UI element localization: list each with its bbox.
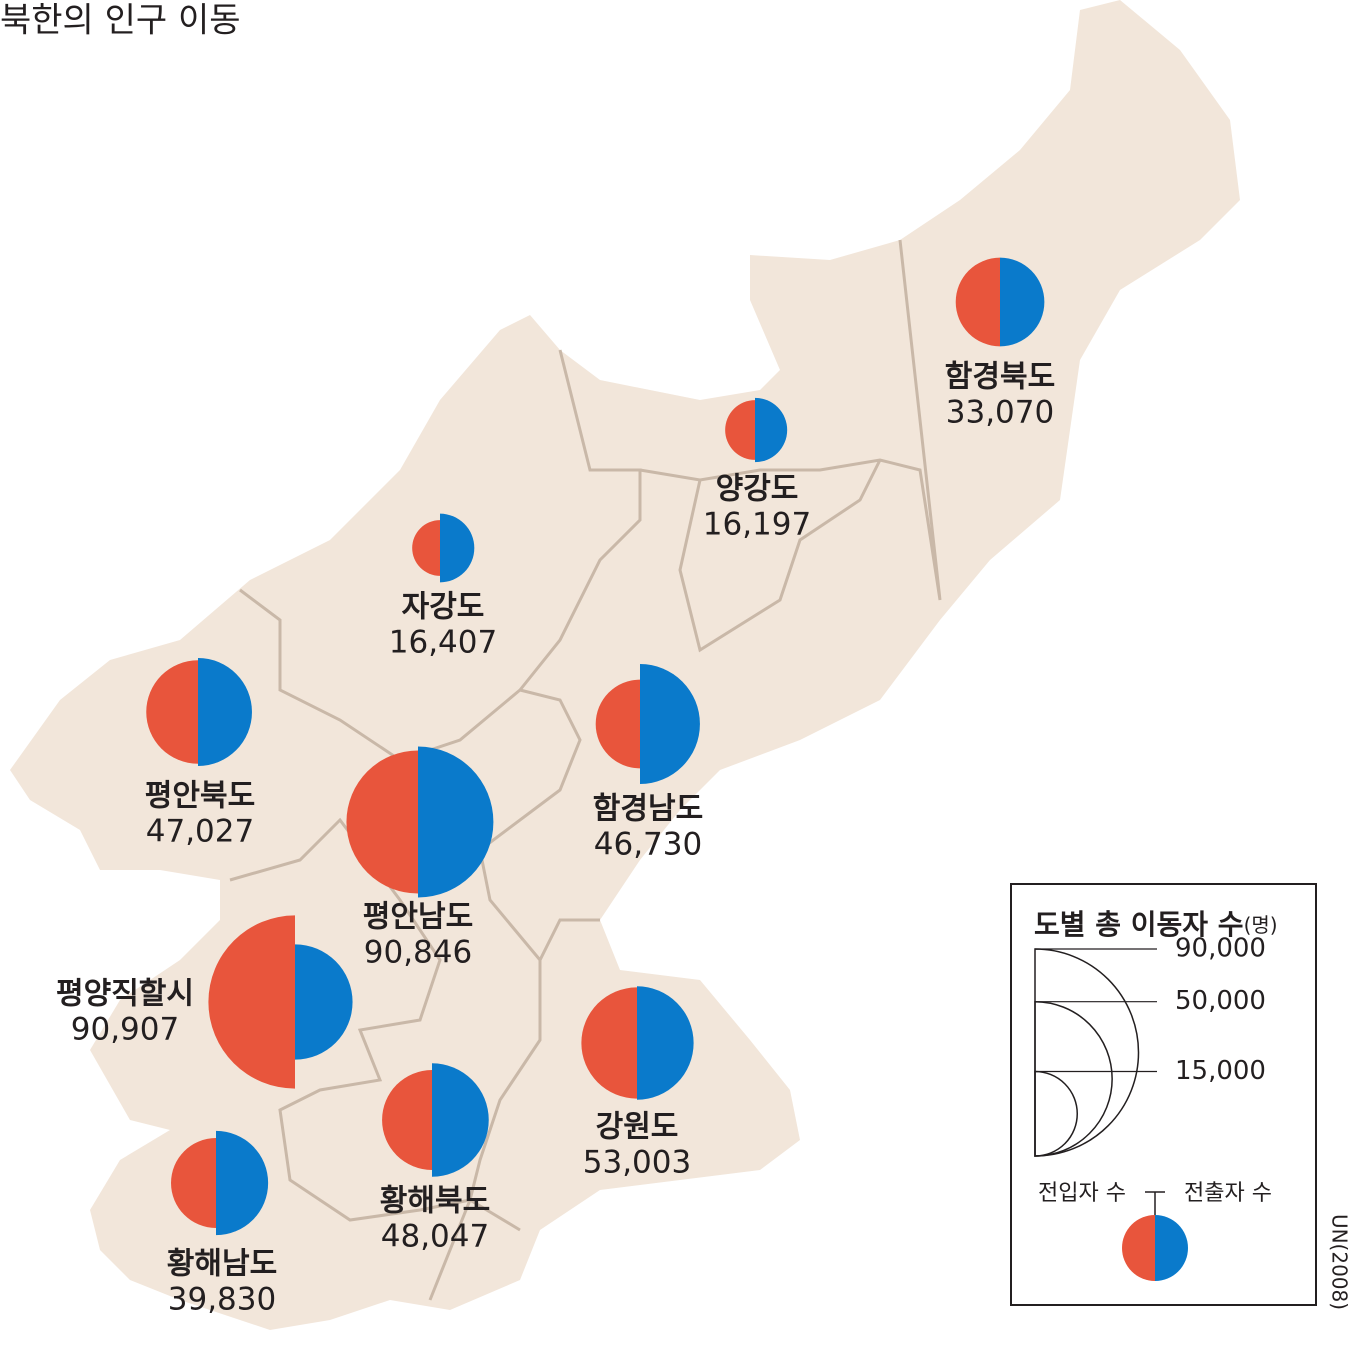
out-half-circle <box>418 746 494 898</box>
region-total: 90,907 <box>71 1012 179 1048</box>
in-half-circle <box>595 679 640 769</box>
region-total: 16,197 <box>703 507 811 543</box>
region-total: 33,070 <box>946 395 1054 431</box>
legend-size-label: 15,000 <box>1175 1056 1266 1086</box>
in-half-circle <box>382 1070 432 1170</box>
region-name: 강원도 <box>596 1110 679 1145</box>
legend-size-arc <box>1034 1000 1113 1157</box>
in-half-circle <box>581 987 637 1099</box>
region-total: 16,407 <box>389 625 497 661</box>
title: 북한의 인구 이동 <box>0 1 241 41</box>
region-total: 47,027 <box>146 814 254 850</box>
region-name: 함경북도 <box>945 360 1055 395</box>
region-total: 48,047 <box>381 1219 489 1255</box>
out-half-circle <box>637 986 694 1100</box>
legend-out-label: 전출자 수 <box>1184 1181 1272 1206</box>
in-half-circle <box>955 257 1000 347</box>
region-total: 90,846 <box>364 935 472 971</box>
in-half-circle <box>171 1138 216 1228</box>
legend-in-label: 전입자 수 <box>1038 1181 1126 1206</box>
region-total: 39,830 <box>168 1282 276 1318</box>
region-name: 평안북도 <box>145 779 255 814</box>
region-name: 황해북도 <box>380 1184 490 1219</box>
out-half-circle <box>432 1063 489 1177</box>
legend-title: 도별 총 이동자 수(명) <box>1034 908 1278 941</box>
in-half-circle <box>412 520 440 576</box>
in-half-circle <box>208 915 295 1089</box>
out-half-circle <box>198 657 252 767</box>
region-total: 53,003 <box>583 1145 691 1181</box>
out-half-circle <box>1000 257 1045 347</box>
legend-size-arc <box>1034 1070 1078 1157</box>
legend-title-text: 도별 총 이동자 수 <box>1034 908 1244 941</box>
region-total: 46,730 <box>594 827 702 863</box>
region-name: 양강도 <box>716 472 799 507</box>
in-half-circle <box>146 660 198 764</box>
region-name: 황해남도 <box>167 1247 277 1282</box>
region-name: 평안남도 <box>363 900 473 935</box>
legend-size-arc <box>1034 948 1140 1157</box>
region-name: 자강도 <box>402 590 485 625</box>
legend-out-sample <box>1155 1215 1188 1281</box>
in-half-circle <box>346 750 418 894</box>
legend-bracket <box>1145 1191 1165 1215</box>
region-name: 함경남도 <box>593 792 703 827</box>
source: UN(2008) <box>1328 1214 1352 1310</box>
out-half-circle <box>295 944 353 1060</box>
legend-size-label: 50,000 <box>1175 986 1266 1016</box>
out-half-circle <box>755 397 788 463</box>
out-half-circle <box>640 664 700 784</box>
in-half-circle <box>725 400 755 460</box>
region-name: 평양직할시 <box>56 977 194 1012</box>
legend-size-label: 90,000 <box>1175 934 1266 964</box>
legend-unit: (명) <box>1244 913 1278 937</box>
out-half-circle <box>216 1130 269 1236</box>
out-half-circle <box>440 513 475 583</box>
legend-in-sample <box>1122 1215 1155 1281</box>
